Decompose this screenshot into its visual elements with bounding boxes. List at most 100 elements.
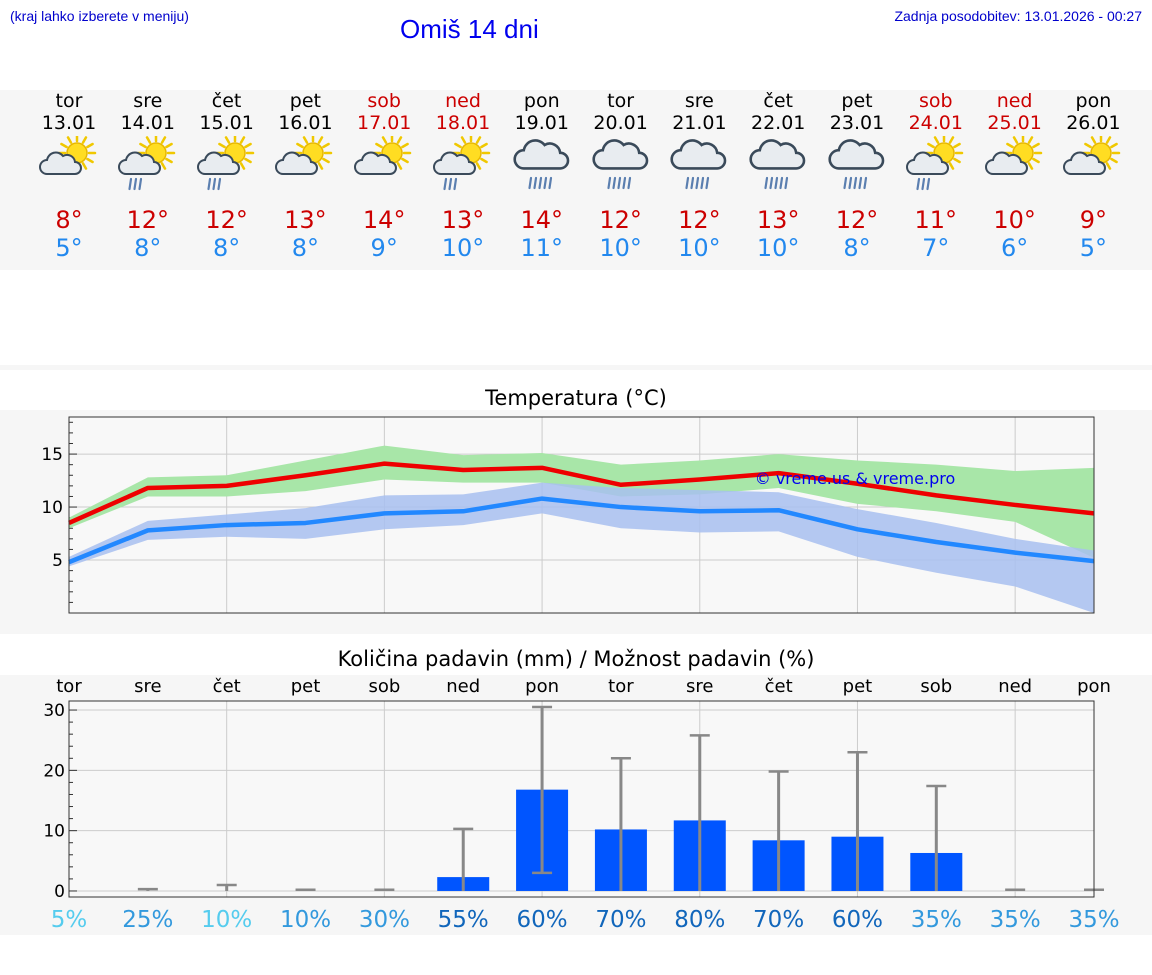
day-column: pet 16.01 13° 8° [265, 90, 345, 262]
day-date: 21.01 [672, 112, 727, 134]
divider-band [0, 365, 1152, 370]
day-name: ned [445, 90, 481, 112]
day-column: ned 25.01 10° 6° [975, 90, 1055, 262]
min-temperature: 7° [922, 234, 950, 262]
precip-probability: 25% [122, 907, 173, 933]
x-day-label: pet [843, 676, 873, 697]
x-day-label: ned [446, 676, 480, 697]
max-temperature-line [68, 461, 1095, 526]
min-temperature-band [69, 482, 1094, 613]
max-temperature: 14° [520, 206, 564, 234]
y-tick-label: 10 [43, 822, 65, 842]
max-temperature: 12° [835, 206, 879, 234]
precip-probability: 35% [1068, 907, 1119, 933]
last-update: Zadnja posodobitev: 13.01.2026 - 00:27 [894, 8, 1142, 24]
max-temperature: 12° [599, 206, 642, 234]
day-name: tor [607, 90, 635, 112]
plot-frame [68, 416, 1095, 614]
x-day-label: ned [998, 676, 1032, 697]
day-name: sob [919, 90, 953, 112]
x-day-label: sob [920, 676, 952, 697]
precip-probability: 30% [359, 907, 410, 933]
x-day-label: pon [525, 676, 559, 697]
x-day-label: čet [765, 676, 793, 697]
x-day-label: tor [608, 676, 634, 697]
day-date: 20.01 [593, 112, 648, 134]
min-temperature: 5° [1079, 234, 1108, 262]
max-temperature: 12° [126, 206, 170, 234]
y-tick-label: 20 [43, 761, 65, 781]
watermark: © vreme.us & vreme.pro [755, 469, 956, 488]
x-day-label: pet [291, 676, 321, 697]
min-temperature: 9° [370, 234, 398, 262]
y-tick-label: 0 [54, 882, 65, 902]
precip-probability: 10% [201, 907, 252, 933]
max-temperature: 10° [993, 206, 1036, 234]
min-temperature: 10° [599, 234, 642, 262]
min-temperature: 8° [843, 234, 871, 262]
x-day-label: pon [1077, 676, 1111, 697]
x-day-label: sob [368, 676, 400, 697]
sun-cloud-rain-icon [117, 136, 176, 191]
day-name: pet [841, 90, 873, 112]
page-title: Omiš 14 dni [400, 14, 539, 44]
day-column: tor 20.01 12° 10° [581, 90, 661, 262]
day-name: čet [763, 90, 793, 112]
day-column: sob 17.01 14° 9° [344, 90, 424, 262]
sun-cloud-icon [39, 136, 97, 175]
day-date: 23.01 [829, 112, 885, 134]
precip-probability: 10% [280, 907, 331, 933]
sun-cloud-rain-icon [196, 136, 254, 191]
sun-cloud-rain-icon [905, 136, 964, 191]
day-date: 13.01 [41, 112, 97, 134]
cloud-rain-icon [670, 139, 727, 190]
day-name: sre [133, 90, 163, 112]
max-temperature: 13° [284, 206, 327, 234]
precip-probability: 5% [51, 907, 88, 933]
cloud-rain-icon [828, 139, 885, 190]
day-date: 14.01 [120, 112, 175, 134]
day-column: čet 22.01 13° 10° [738, 90, 818, 262]
cloud-rain-icon [749, 139, 806, 190]
precip-probability: 70% [595, 907, 646, 933]
max-temperature: 12° [205, 206, 248, 234]
location-hint[interactable]: (kraj lahko izberete v meniju) [10, 8, 189, 24]
x-day-label: čet [213, 676, 241, 697]
sun-cloud-icon [1063, 136, 1121, 175]
day-name: tor [55, 90, 83, 112]
day-date: 25.01 [987, 112, 1042, 134]
min-temperature-line [68, 496, 1095, 565]
min-temperature: 10° [678, 234, 721, 262]
day-date: 19.01 [514, 112, 569, 134]
precipitation-chart: 0 10 20 30 tor sre čet pet sob ned pon tor sre čet pet… [43, 676, 1119, 933]
day-column: sre 14.01 12° 8° [108, 90, 188, 262]
precip-probability: 80% [674, 907, 725, 933]
temperature-chart: 5 10 15 © vreme.us & vreme.pro [41, 416, 1095, 614]
y-tick-label: 5 [52, 551, 63, 571]
day-name: pon [1075, 90, 1112, 112]
min-temperature: 5° [55, 234, 83, 262]
day-column: sob 24.01 11° 7° [896, 90, 976, 262]
day-date: 18.01 [435, 112, 491, 134]
day-name: sob [367, 90, 401, 112]
max-temperature: 8° [55, 206, 83, 234]
day-date: 24.01 [908, 112, 963, 134]
min-temperature: 8° [134, 234, 162, 262]
day-column: pet 23.01 12° 8° [817, 90, 897, 262]
precip-probability: 70% [753, 907, 804, 933]
x-day-label: tor [56, 676, 82, 697]
precip-probability: 35% [990, 907, 1041, 933]
y-tick-label: 15 [41, 445, 63, 465]
day-name: ned [996, 90, 1033, 112]
day-name: pon [523, 90, 560, 112]
day-column: sre 21.01 12° 10° [659, 90, 739, 262]
day-column: tor 13.01 8° 5° [29, 90, 109, 262]
day-column: pon 26.01 9° 5° [1053, 90, 1133, 262]
day-date: 16.01 [278, 112, 333, 134]
min-temperature: 10° [756, 234, 800, 262]
sun-cloud-icon [354, 136, 412, 175]
day-name: sre [684, 90, 714, 112]
min-temperature: 8° [212, 234, 241, 262]
y-tick-label: 10 [41, 498, 63, 518]
min-temperature: 10° [441, 234, 485, 262]
